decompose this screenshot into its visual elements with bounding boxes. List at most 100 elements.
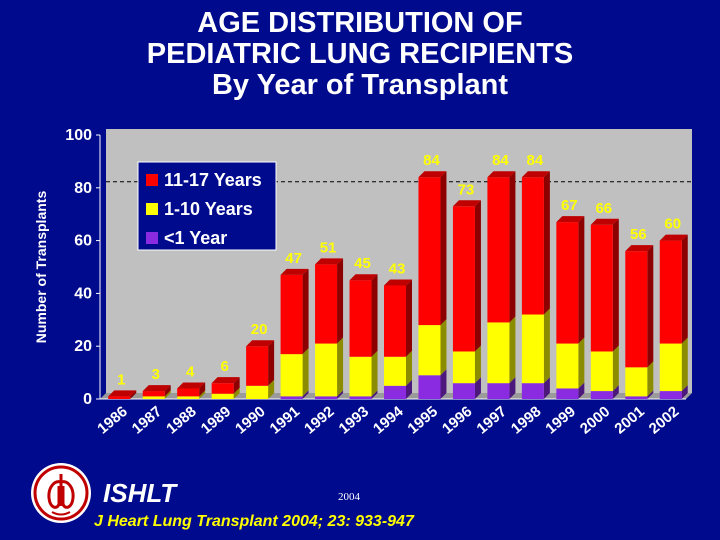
- bar-top: [280, 268, 309, 275]
- legend-swatch: [146, 203, 158, 215]
- bar-side: [337, 390, 344, 399]
- bar-value-label: 60: [664, 216, 681, 233]
- bar-side: [268, 340, 275, 386]
- bar-value-label: 51: [320, 239, 337, 256]
- bar-segment: [659, 240, 682, 344]
- bar-side: [647, 390, 654, 399]
- bar-value-label: 67: [561, 197, 578, 214]
- bar-side: [406, 379, 412, 399]
- bar-segment: [590, 351, 613, 392]
- chart-title-line-1: AGE DISTRIBUTION OF: [197, 7, 523, 39]
- bar-segment: [315, 264, 338, 344]
- bar-segment: [418, 325, 441, 376]
- bar-side: [302, 390, 309, 399]
- bar-side: [681, 337, 688, 392]
- x-tick-label: 2001: [611, 403, 647, 437]
- bar-side: [578, 337, 585, 389]
- x-tick-label: 1995: [405, 403, 441, 437]
- bar-segment: [659, 343, 682, 392]
- legend-label: 1-10 Years: [164, 199, 253, 219]
- bar-side: [681, 385, 688, 399]
- y-tick-label: 60: [74, 233, 92, 250]
- bar-segment: [452, 206, 475, 352]
- bar-top: [418, 171, 447, 178]
- footer-year: 2004: [338, 491, 360, 503]
- bar-segment: [142, 396, 165, 399]
- bar-value-label: 56: [630, 226, 647, 243]
- bar-side: [509, 171, 516, 323]
- bar-top: [487, 171, 516, 178]
- bar-side: [543, 377, 550, 399]
- bar-value-label: 84: [423, 152, 440, 169]
- bar-side: [164, 390, 171, 399]
- legend-swatch: [146, 232, 158, 244]
- bar-top: [556, 216, 585, 223]
- bar-segment: [315, 343, 338, 397]
- bar-segment: [487, 177, 510, 323]
- x-tick-label: 1999: [542, 403, 578, 437]
- bar-side: [371, 390, 378, 399]
- bar-top: [349, 274, 378, 281]
- bar-value-label: 4: [186, 363, 195, 380]
- bar-top: [315, 258, 344, 265]
- x-tick-label: 1993: [336, 403, 372, 437]
- bar-side: [509, 316, 516, 384]
- x-tick-label: 1990: [232, 403, 268, 437]
- bar-value-label: 6: [220, 358, 228, 375]
- bar-top: [590, 218, 619, 225]
- y-tick-label: 80: [74, 180, 92, 197]
- legend-label: 11-17 Years: [164, 170, 262, 190]
- bar-side: [130, 390, 137, 399]
- bar-value-label: 1: [117, 371, 125, 388]
- bar-value-label: 45: [354, 255, 371, 272]
- legend-label: <1 Year: [164, 228, 227, 248]
- bar-side: [612, 218, 619, 352]
- bar-side: [406, 279, 412, 357]
- bar-top: [108, 390, 137, 397]
- bar-segment: [315, 396, 338, 399]
- bar-value-label: 3: [152, 366, 160, 383]
- bar-top: [211, 377, 240, 384]
- bar-side: [681, 234, 688, 344]
- x-tick-label: 1987: [129, 403, 165, 437]
- bar-value-label: 66: [595, 200, 612, 217]
- bar-side: [543, 171, 550, 315]
- citation: J Heart Lung Transplant 2004; 23: 933-94…: [94, 513, 414, 530]
- x-tick-label: 1992: [301, 403, 337, 437]
- y-tick-label: 40: [74, 285, 92, 302]
- bar-segment: [246, 346, 269, 386]
- x-tick-label: 1988: [163, 403, 199, 437]
- bar-side: [612, 345, 619, 392]
- bar-side: [509, 377, 516, 399]
- bar-side: [543, 308, 550, 384]
- x-tick-label: 2002: [646, 403, 682, 437]
- bar-side: [612, 385, 619, 399]
- bar-segment: [590, 224, 613, 352]
- bar-side: [647, 245, 654, 368]
- bar-side: [474, 345, 481, 384]
- ishlt-logo-icon: [31, 463, 91, 523]
- bar-segment: [487, 383, 510, 399]
- x-tick-label: 2000: [577, 403, 613, 437]
- y-tick-label: 100: [65, 127, 92, 144]
- bar-segment: [211, 393, 234, 399]
- legend-swatch: [146, 174, 158, 186]
- x-tick-label: 1994: [370, 403, 407, 438]
- bar-value-label: 20: [251, 321, 268, 338]
- bar-top: [452, 200, 481, 207]
- bar-side: [302, 268, 309, 355]
- bar-segment: [590, 391, 613, 399]
- bar-side: [337, 258, 344, 344]
- bar-segment: [625, 251, 648, 368]
- bar-value-label: 73: [458, 181, 475, 198]
- bar-segment: [177, 396, 200, 399]
- bar-side: [440, 369, 447, 399]
- bar-segment: [659, 391, 682, 399]
- bar-segment: [108, 396, 131, 399]
- bar-segment: [349, 280, 372, 357]
- bar-segment: [280, 274, 303, 355]
- ishlt-label: ISHLT: [103, 478, 177, 508]
- bar-segment: [521, 314, 544, 384]
- bar-segment: [349, 356, 372, 397]
- bar-segment: [556, 343, 579, 389]
